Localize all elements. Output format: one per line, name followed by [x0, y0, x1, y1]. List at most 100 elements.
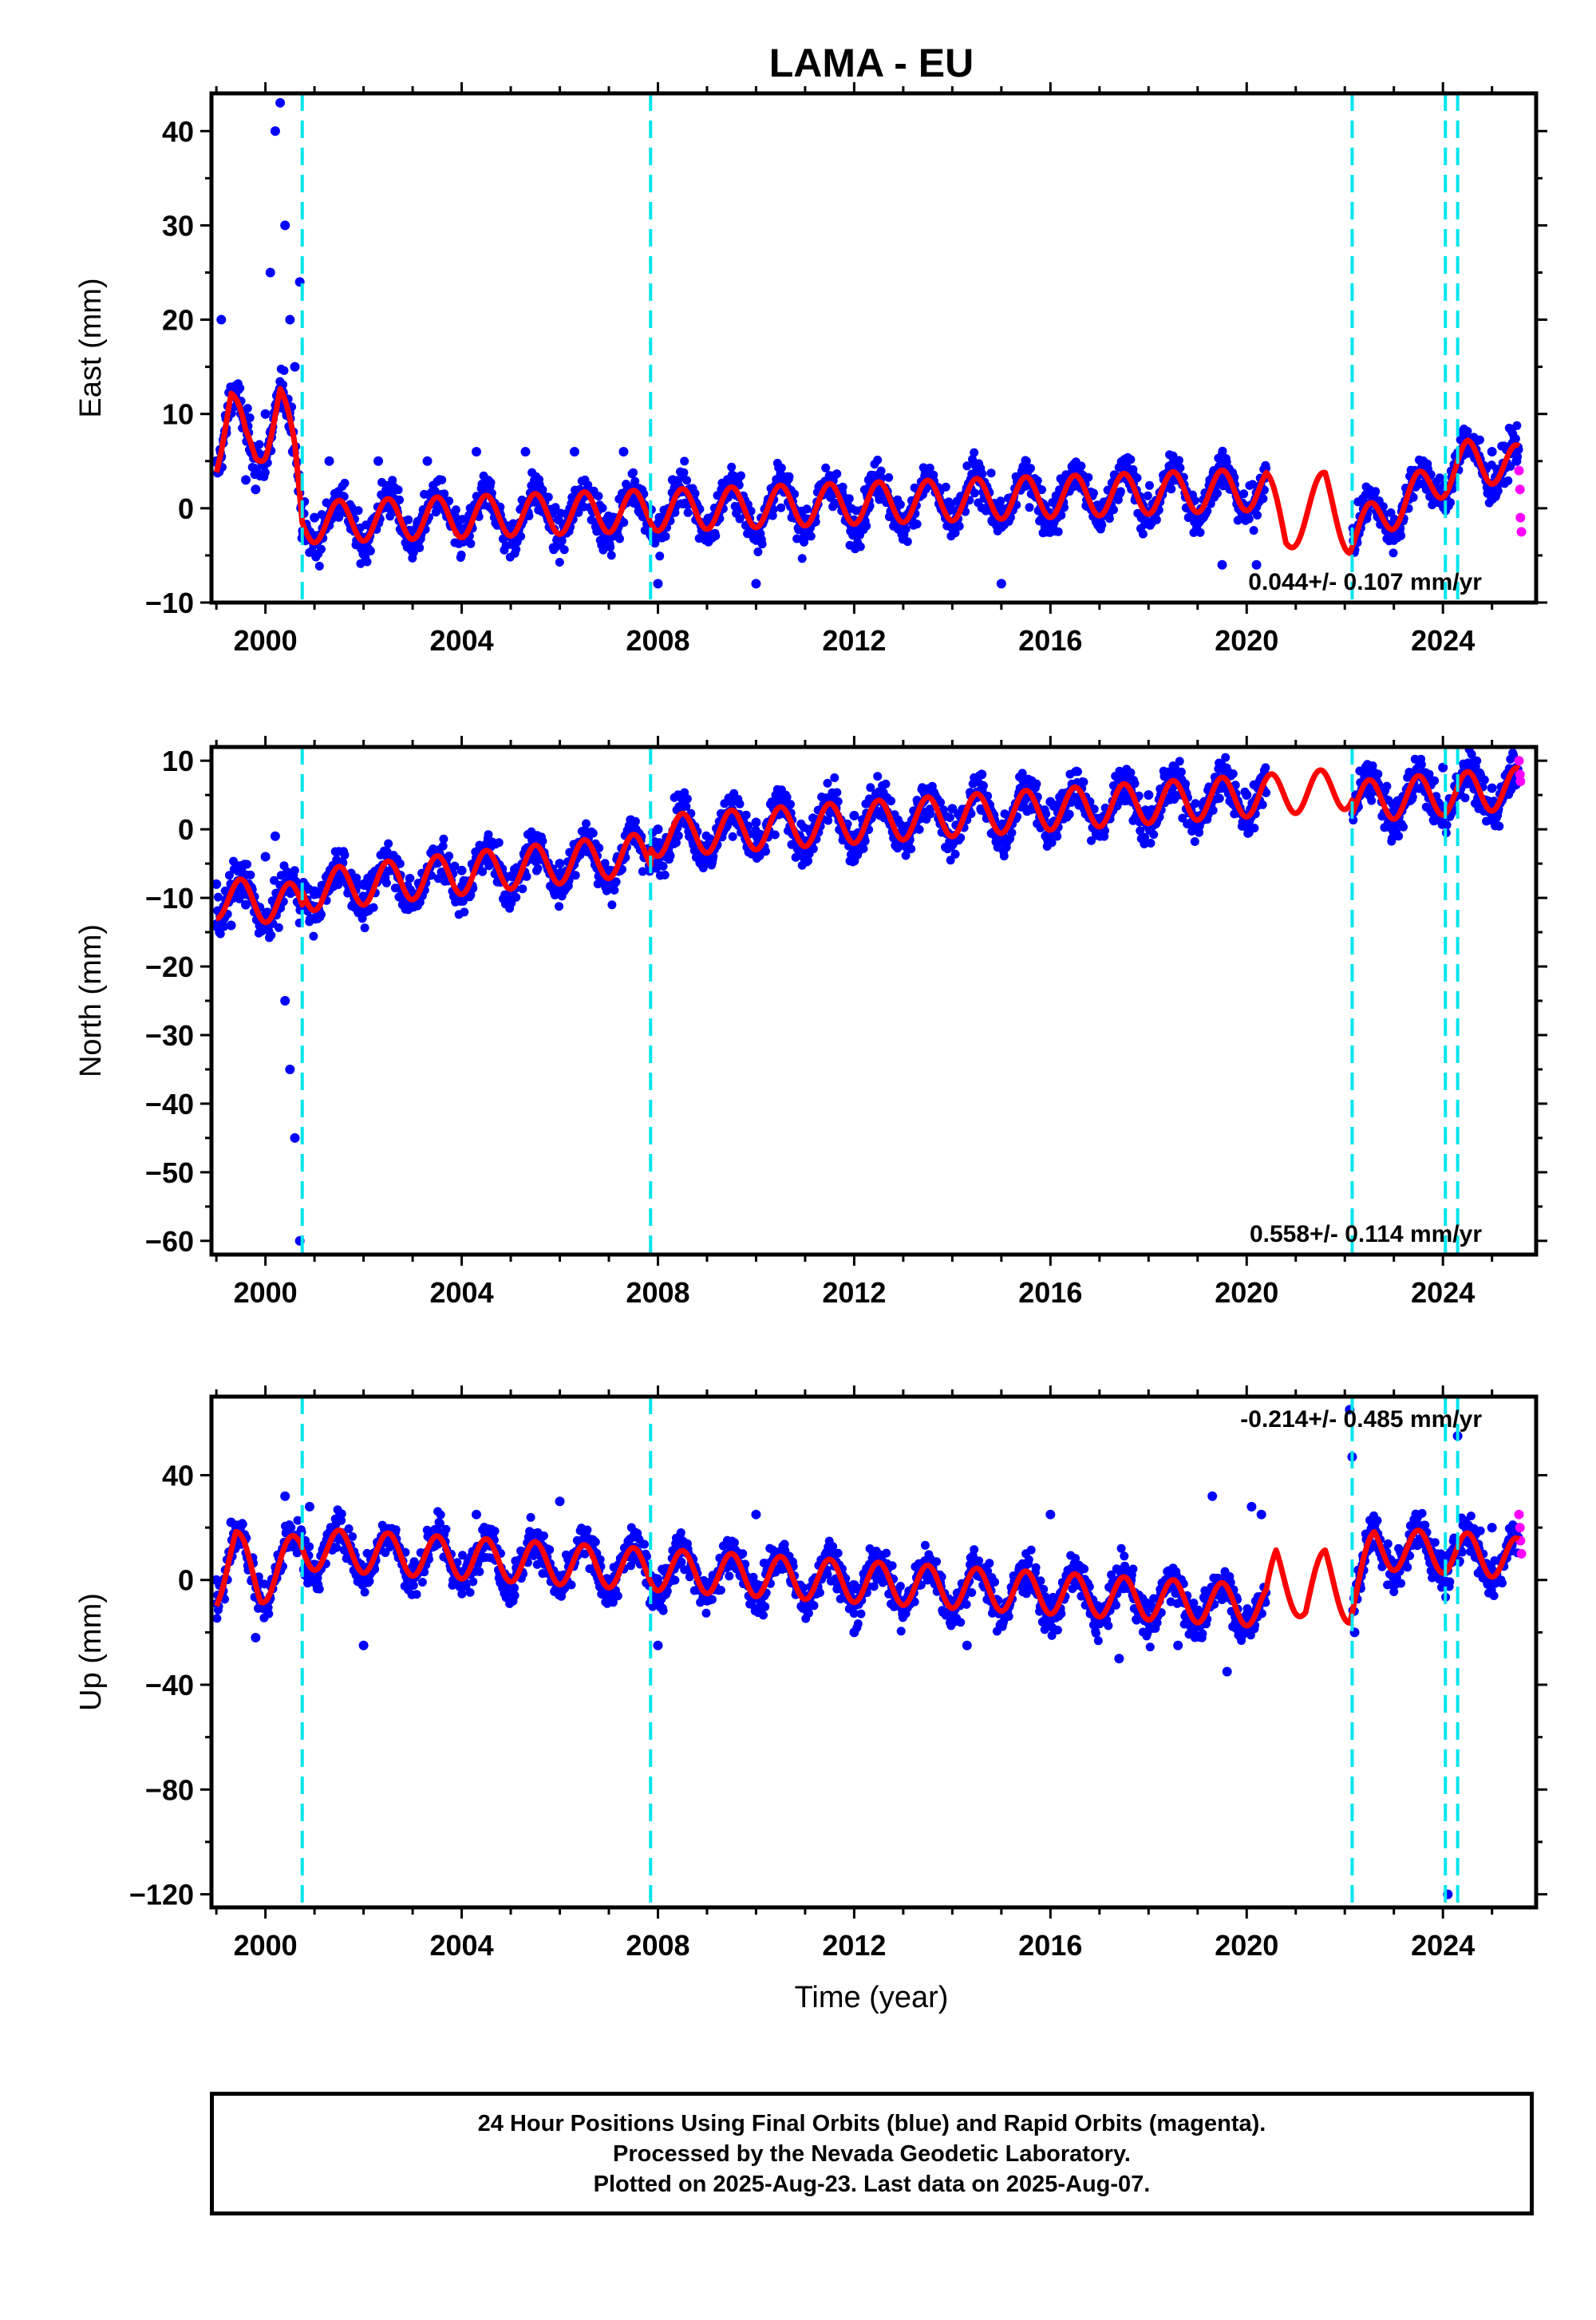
x-axis-label: Time (year)	[795, 1981, 949, 2014]
point-east-0-19	[520, 446, 531, 456]
point-up-0-14	[1173, 1640, 1183, 1650]
y-tick-label-east-0: 0	[178, 492, 194, 525]
x-tick-label-north-2024: 2024	[1411, 1276, 1475, 1309]
x-tick-label-up-2024: 2024	[1411, 1929, 1475, 1962]
point-north-0-19	[1045, 796, 1056, 807]
point-up-0-1	[226, 1517, 236, 1528]
y-tick-label-north--40: −40	[145, 1088, 194, 1120]
frame-up	[209, 1394, 1539, 1910]
point-east-0-17	[422, 456, 433, 466]
point-up-0-16	[1222, 1666, 1232, 1677]
point-north-0-7	[290, 1132, 300, 1143]
model-curve-north	[214, 765, 1522, 926]
frame-north	[209, 745, 1539, 1257]
point-north-1-1	[1515, 769, 1525, 780]
x-tick-label-east-2000: 2000	[234, 624, 298, 657]
point-east-0-8	[270, 126, 280, 136]
point-up-0-11	[962, 1640, 972, 1650]
point-north-0-4	[270, 831, 280, 841]
caption-line-2: Processed by the Nevada Geodetic Laborat…	[613, 2140, 1131, 2167]
point-up-0-18	[1256, 1509, 1266, 1520]
point-north-0-11	[456, 865, 467, 875]
point-east-0-6	[260, 409, 271, 419]
x-tick-label-up-2008: 2008	[626, 1929, 689, 1962]
point-up-0-2	[251, 1632, 261, 1642]
x-tick-label-up-2020: 2020	[1215, 1929, 1278, 1962]
point-up-0-4	[304, 1501, 314, 1512]
point-east-1-2	[1515, 512, 1526, 523]
point-up-0-9	[751, 1509, 761, 1520]
point-north-1-0	[1514, 756, 1524, 766]
y-tick-label-east--10: −10	[145, 587, 194, 619]
y-tick-label-east-40: 40	[162, 115, 194, 148]
point-east-0-32	[1487, 446, 1497, 456]
point-east-0-23	[667, 475, 678, 485]
x-tick-label-east-2024: 2024	[1411, 624, 1475, 657]
point-east-0-21	[618, 446, 629, 456]
y-tick-label-east-30: 30	[162, 209, 194, 242]
point-north-0-23	[1438, 762, 1448, 773]
point-up-0-17	[1246, 1501, 1257, 1512]
y-tick-label-east-10: 10	[162, 398, 194, 431]
point-east-0-15	[324, 456, 334, 466]
point-up-0-24	[1487, 1523, 1497, 1533]
y-tick-label-north--10: −10	[145, 882, 194, 915]
point-up-0-3	[280, 1491, 290, 1501]
point-north-0-14	[653, 824, 663, 835]
point-up-0-6	[472, 1509, 481, 1520]
point-east-0-5	[251, 484, 261, 495]
point-up-0-10	[849, 1627, 859, 1638]
point-north-0-5	[280, 996, 290, 1006]
x-tick-label-north-2004: 2004	[430, 1276, 494, 1309]
x-tick-label-up-2004: 2004	[430, 1929, 494, 1962]
x-tick-label-north-2000: 2000	[234, 1276, 298, 1309]
observation-cloud-north	[211, 747, 1523, 943]
point-up-0-5	[358, 1640, 369, 1650]
x-tick-label-north-2016: 2016	[1018, 1276, 1082, 1309]
point-east-0-3	[231, 381, 241, 391]
caption-box: 24 Hour Positions Using Final Orbits (bl…	[210, 2092, 1534, 2215]
point-up-1-3	[1516, 1548, 1527, 1559]
point-east-0-20	[569, 446, 579, 456]
x-tick-label-up-2016: 2016	[1018, 1929, 1082, 1962]
y-axis-label-north: North (mm)	[74, 924, 108, 1077]
panel-north: 2000 2004 2008 2012 2016 2020 2024 −60 −50 −40 −30…	[74, 736, 1547, 1309]
y-tick-label-north--30: −30	[145, 1019, 194, 1052]
velocity-label-east: 0.044+/- 0.107 mm/yr	[1248, 569, 1482, 595]
point-east-1-0	[1514, 465, 1524, 476]
y-tick-label-up--80: −80	[145, 1773, 194, 1806]
x-tick-label-north-2008: 2008	[626, 1276, 689, 1309]
point-north-0-12	[555, 859, 565, 869]
y-tick-label-north-10: 10	[162, 745, 194, 777]
point-north-0-10	[358, 879, 369, 889]
point-east-0-11	[285, 314, 295, 325]
plot-area-north	[211, 747, 1526, 1246]
point-east-0-33	[1511, 456, 1522, 466]
point-east-0-4	[241, 475, 251, 485]
x-tick-label-north-2012: 2012	[822, 1276, 886, 1309]
point-north-0-17	[947, 804, 958, 814]
point-east-0-10	[280, 220, 290, 231]
y-tick-label-east-20: 20	[162, 304, 194, 337]
velocity-label-north: 0.558+/- 0.114 mm/yr	[1250, 1221, 1482, 1247]
y-tick-label-up-40: 40	[162, 1459, 194, 1492]
point-north-0-18	[977, 769, 987, 780]
point-east-0-27	[996, 579, 1006, 589]
point-east-0-29	[1217, 559, 1227, 570]
chart-title: LAMA - EU	[769, 41, 974, 85]
point-north-0-3	[260, 852, 271, 862]
point-east-1-1	[1515, 484, 1525, 495]
point-east-0-12	[290, 362, 300, 372]
point-up-0-15	[1207, 1491, 1218, 1501]
y-tick-label-up--40: −40	[145, 1669, 194, 1701]
x-tick-label-up-2000: 2000	[234, 1929, 298, 1962]
x-tick-label-up-2012: 2012	[822, 1929, 886, 1962]
caption-line-3: Plotted on 2025-Aug-23. Last data on 202…	[593, 2171, 1151, 2197]
point-up-0-8	[653, 1640, 663, 1650]
point-up-1-1	[1515, 1523, 1525, 1533]
y-axis-label-east: East (mm)	[74, 278, 108, 417]
point-east-0-22	[653, 579, 663, 589]
point-east-0-25	[751, 579, 761, 589]
frame-east	[209, 91, 1539, 605]
